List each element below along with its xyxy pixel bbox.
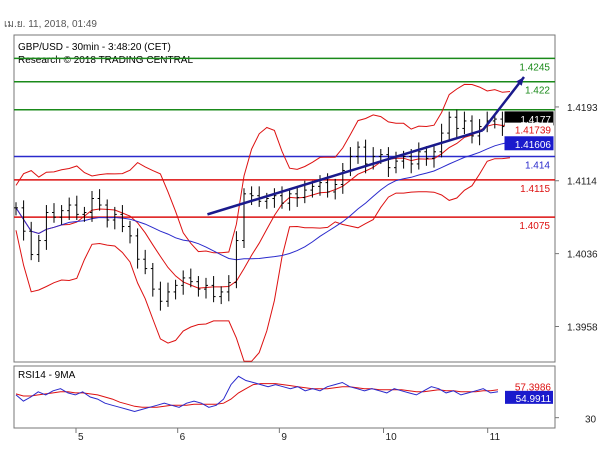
lower-band xyxy=(15,157,511,362)
x-tick-label: 9 xyxy=(281,432,287,443)
level-label: 1.4245 xyxy=(519,62,550,73)
y-tick-label: 1.4193 xyxy=(567,103,598,114)
price-badge-label: 1.4177 xyxy=(520,115,551,126)
level-label: 1.4115 xyxy=(520,184,550,195)
date-text: เม.ย. 11, 2018, 01:49 xyxy=(4,19,97,30)
chart-subtitle: Research © 2018 TRADING CENTRAL xyxy=(18,55,193,66)
rsi-ma-line xyxy=(15,383,499,408)
rsi-badge-label: 57.3986 xyxy=(515,382,552,393)
middle-band xyxy=(15,123,511,289)
upper-band xyxy=(15,83,511,254)
price-badge-label: 1.41739 xyxy=(515,126,552,137)
rsi-badge xyxy=(505,390,553,404)
level-label: 1.414 xyxy=(525,160,550,171)
price-badge-label: 1.41606 xyxy=(515,140,552,151)
chart-title: GBP/USD - 30min - 3:48:20 (CET) xyxy=(18,42,171,53)
rsi-line xyxy=(15,375,499,413)
target-arrow-head xyxy=(516,77,524,86)
target-arrow xyxy=(481,76,525,132)
x-tick-label: 11 xyxy=(490,432,501,443)
rsi-tick-label: 30 xyxy=(585,415,597,426)
rsi-badge xyxy=(505,379,553,393)
x-tick-label: 6 xyxy=(180,432,186,443)
y-tick-label: 1.4036 xyxy=(567,250,598,261)
level-label: 1.422 xyxy=(525,86,550,97)
rsi-panel-frame xyxy=(13,365,556,429)
slow-ma-line xyxy=(15,141,511,261)
price-badge xyxy=(504,136,554,151)
price-badge xyxy=(505,122,553,136)
level-label: 1.4075 xyxy=(519,221,550,232)
x-tick-label: 5 xyxy=(78,432,84,443)
x-tick-label: 10 xyxy=(386,432,398,443)
trend-line xyxy=(207,129,484,216)
price-panel-frame xyxy=(13,34,556,363)
rsi-title: RSI14 - 9MA xyxy=(18,370,76,381)
y-tick-label: 1.4114 xyxy=(567,177,597,188)
rsi-badge-label: 54.9911 xyxy=(516,394,552,405)
y-tick-label: 1.3958 xyxy=(567,322,598,333)
